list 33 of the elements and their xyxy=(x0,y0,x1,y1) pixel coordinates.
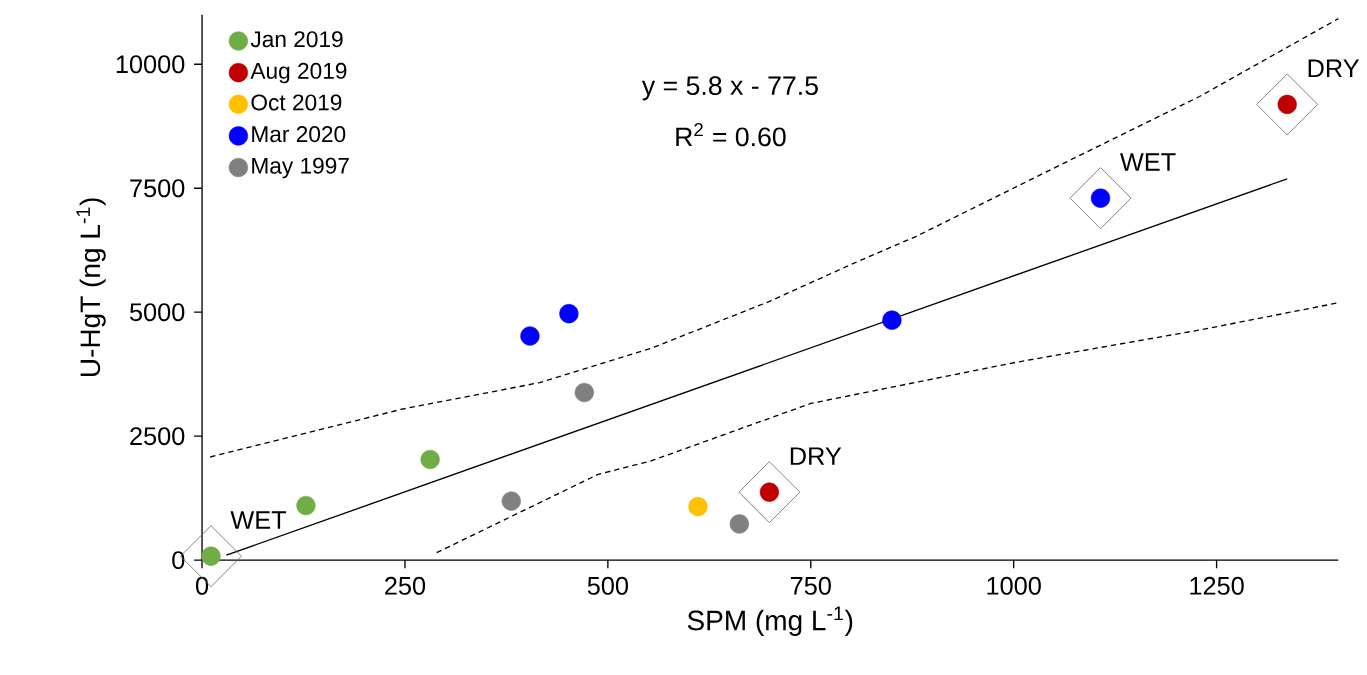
x-tick-label: 1250 xyxy=(1190,576,1244,595)
point xyxy=(729,514,749,534)
point xyxy=(574,383,594,403)
legend-label: May 1997 xyxy=(252,157,349,179)
annotation: DRY xyxy=(790,447,842,465)
annotation: R$^{2}$ = 0.60 xyxy=(676,123,786,147)
y-tick-label: 5000 xyxy=(129,303,185,322)
x-tick-label: 750 xyxy=(790,576,831,595)
annotation: y = 5.8 x - 77.5 xyxy=(641,76,818,101)
legend-label: Oct 2019 xyxy=(251,94,342,111)
y-tick-label: 10000 xyxy=(116,55,185,74)
y-axis-title: U-HgT (ng L$^{-1}$) xyxy=(76,198,106,377)
point xyxy=(501,491,521,511)
x-tick-label: 250 xyxy=(385,576,426,595)
point xyxy=(296,496,316,516)
legend-label: Aug 2019 xyxy=(250,62,347,84)
point xyxy=(420,449,440,470)
annotation: DRY xyxy=(1308,59,1360,78)
y-tick-label: 0 xyxy=(172,551,185,570)
y-tick-label: 2500 xyxy=(130,427,185,446)
point xyxy=(882,310,902,330)
point xyxy=(688,497,708,517)
x-tick-label: 500 xyxy=(587,576,628,595)
y-tick-label: 7500 xyxy=(130,179,185,198)
x-tick-label: 1000 xyxy=(987,576,1041,595)
x-tick-label: 0 xyxy=(195,576,209,595)
point xyxy=(520,326,540,346)
annotation: WET xyxy=(1120,153,1176,171)
x-axis-title: SPM (mg L$^{-1}$) xyxy=(687,606,853,637)
point xyxy=(559,304,579,324)
legend-label: Mar 2020 xyxy=(252,126,346,143)
annotation: WET xyxy=(230,511,287,529)
legend-label: Jan 2019 xyxy=(250,31,343,48)
